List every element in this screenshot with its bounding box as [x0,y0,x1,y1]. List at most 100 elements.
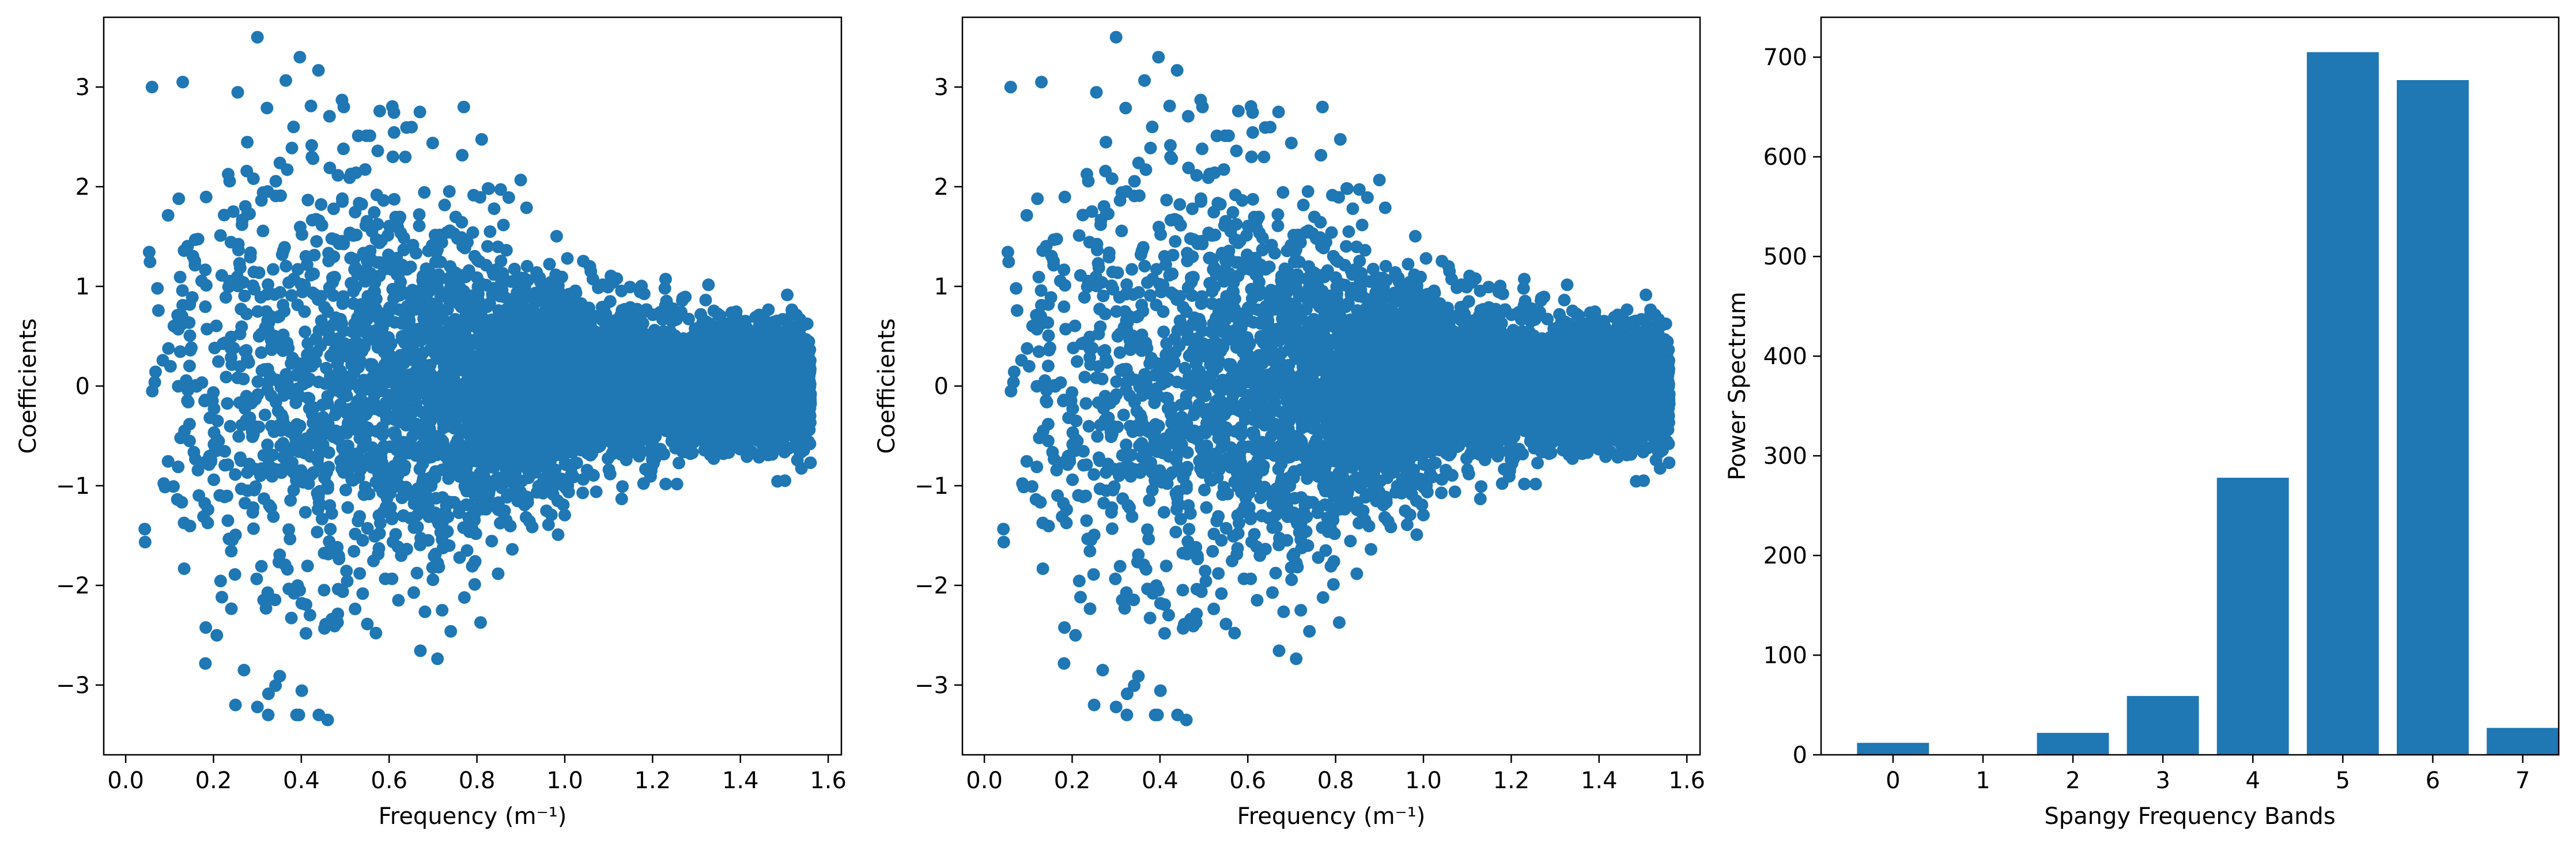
scatter-point [347,285,360,298]
scatter-point [235,218,248,231]
scatter-point [277,451,290,464]
scatter-point [210,629,224,642]
scatter-point [284,494,297,507]
scatter-point [673,456,685,470]
scatter-point [289,387,302,400]
scatter-point [220,370,233,384]
scatter-point [616,480,629,493]
scatter-point [334,375,347,388]
scatter-point [371,323,384,336]
scatter-point [341,501,354,514]
scatter-point [299,506,312,519]
scatter-point [273,156,286,169]
scatter-point [282,276,295,289]
scatter-point [394,226,407,240]
scatter-point [702,278,715,292]
scatter-point [258,492,271,505]
scatter-point [199,279,213,292]
scatter-point [202,503,214,516]
scatter-point [387,126,401,139]
scatter-point [333,553,346,566]
scatter-point [791,453,804,467]
scatter-point [277,389,290,402]
scatter-point [414,532,428,544]
scatter-point [299,627,312,640]
scatter-point [206,394,219,407]
scatter-point [231,279,244,293]
scatter-point [413,208,426,221]
scatter-point [508,275,521,289]
scatter-point [290,708,303,721]
scatter-point [323,281,336,294]
scatter-point [659,273,672,286]
scatter-point [161,209,175,222]
scatter-point [185,341,198,354]
scatter-point [237,664,251,676]
scatter-point [469,555,482,568]
scatter-point [561,252,574,265]
scatter-point [284,532,297,546]
scatter-point [466,226,479,239]
scatter-point [248,283,261,296]
scatter-point [235,302,248,316]
scatter-point [771,475,784,488]
scatter-point [418,605,432,618]
scatter-point [699,293,712,307]
scatter-point [215,269,228,282]
panel-1-points [138,31,817,727]
scatter-point [373,516,387,530]
scatter-point [199,657,212,670]
scatter-point [387,106,401,119]
scatter-point [436,491,449,504]
scatter-point [224,419,237,433]
scatter-point [255,346,268,359]
scatter-point [148,376,161,389]
scatter-point [543,258,556,271]
scatter-point [151,282,164,295]
scatter-point [431,652,444,666]
scatter-point [471,254,484,267]
scatter-point [295,597,308,610]
scatter-point [216,591,228,604]
scatter-point [322,460,335,474]
scatter-point [199,456,211,469]
scatter-point [195,376,209,389]
scatter-point [655,307,668,320]
scatter-point [414,644,427,657]
scatter-point [306,403,319,417]
scatter-point [235,320,248,333]
scatter-point [305,139,318,152]
scatter-point [143,255,157,269]
scatter-point [285,141,299,154]
scatter-point [232,430,245,443]
scatter-point [762,303,775,316]
scatter-point [315,198,328,211]
scatter-point [722,446,735,459]
scatter-point [214,229,227,242]
scatter-point [310,235,323,248]
scatter-point [346,474,360,487]
scatter-point [434,255,447,269]
scatter-point [279,259,293,273]
scatter-point [323,161,337,175]
scatter-point [321,305,334,318]
scatter-point [456,149,469,162]
scatter-point [152,304,165,317]
scatter-point [250,572,263,585]
scatter-point [484,225,497,238]
scatter-point [781,288,794,301]
scatter-point [247,522,260,535]
scatter-point [492,240,504,254]
scatter-point [303,608,316,622]
scatter-point [225,358,239,371]
scatter-point [482,182,496,195]
scatter-point [287,120,300,134]
scatter-point [386,572,399,585]
scatter-point [292,470,305,483]
scatter-point [313,485,326,498]
scatter-point [341,574,354,588]
scatter-point [340,565,353,577]
scatter-point [348,544,361,558]
scatter-point [455,215,469,229]
